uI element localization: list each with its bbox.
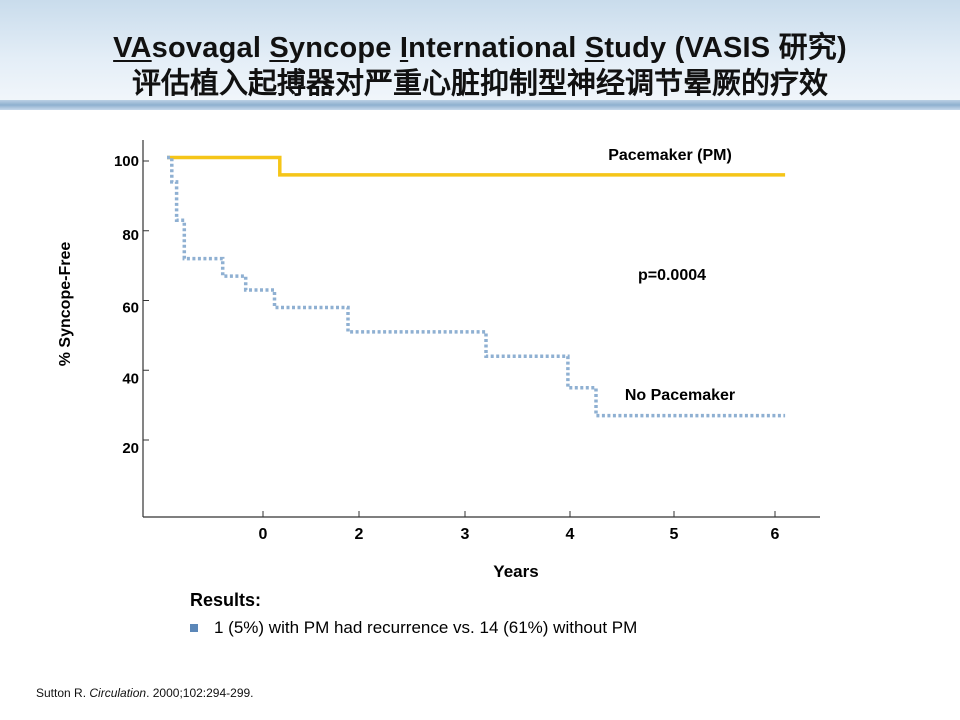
title-part: S xyxy=(269,32,289,64)
series-line-no-pacemaker xyxy=(167,155,786,418)
x-tick-label: 5 xyxy=(670,526,679,543)
results-heading: Results: xyxy=(190,590,262,610)
results-item-text: 1 (5%) with PM had recurrence vs. 14 (61… xyxy=(214,618,638,637)
title-part: nternational xyxy=(408,32,585,64)
y-tick-label: 20 xyxy=(122,440,139,457)
title-part: yncope xyxy=(288,32,400,64)
citation: Sutton R. Circulation. 2000;102:294-299. xyxy=(36,686,254,700)
x-tick-label: 6 xyxy=(771,526,780,543)
title-part: sovagal xyxy=(151,32,270,64)
slide-header-band xyxy=(0,0,960,108)
citation-journal: Circulation xyxy=(89,686,147,700)
title-part: tudy (VASIS 研究) xyxy=(604,32,847,64)
no-pacemaker-label: No Pacemaker xyxy=(625,387,735,404)
square-bullet-icon xyxy=(190,624,198,632)
p-value-label: p=0.0004 xyxy=(638,267,706,284)
slide-header-rule xyxy=(0,100,960,110)
y-tick-label: 80 xyxy=(122,227,139,244)
slide-subtitle: 评估植入起搏器对严重心脏抑制型神经调节晕厥的疗效 xyxy=(131,68,828,100)
chart-series xyxy=(167,155,786,418)
chart-ticks: 100 80 60 40 20 0 2 3 4 5 6 xyxy=(114,153,780,543)
citation-details: . 2000;102:294-299. xyxy=(146,686,254,700)
x-tick-label: 0 xyxy=(259,526,268,543)
chart-labels: Pacemaker (PM) p=0.0004 No Pacemaker Years xyxy=(493,147,735,581)
x-tick-label: 4 xyxy=(566,526,575,543)
series-line-pacemaker xyxy=(167,155,786,177)
citation-author: Sutton R. xyxy=(36,686,90,700)
chart-axes xyxy=(142,140,820,518)
x-tick-label: 2 xyxy=(355,526,364,543)
pacemaker-label: Pacemaker (PM) xyxy=(608,147,732,164)
results-list-item: 1 (5%) with PM had recurrence vs. 14 (61… xyxy=(190,618,637,638)
x-tick-label: 3 xyxy=(461,526,470,543)
y-tick-label: 40 xyxy=(122,370,139,387)
y-tick-label: 60 xyxy=(122,300,139,317)
title-part: VA xyxy=(113,32,152,64)
title-part: I xyxy=(399,32,409,64)
title-part: S xyxy=(584,32,605,64)
slide-title: VAsovagal Syncope International Study (V… xyxy=(0,24,960,66)
x-axis-label: Years xyxy=(493,562,538,581)
y-tick-label: 100 xyxy=(114,153,139,170)
